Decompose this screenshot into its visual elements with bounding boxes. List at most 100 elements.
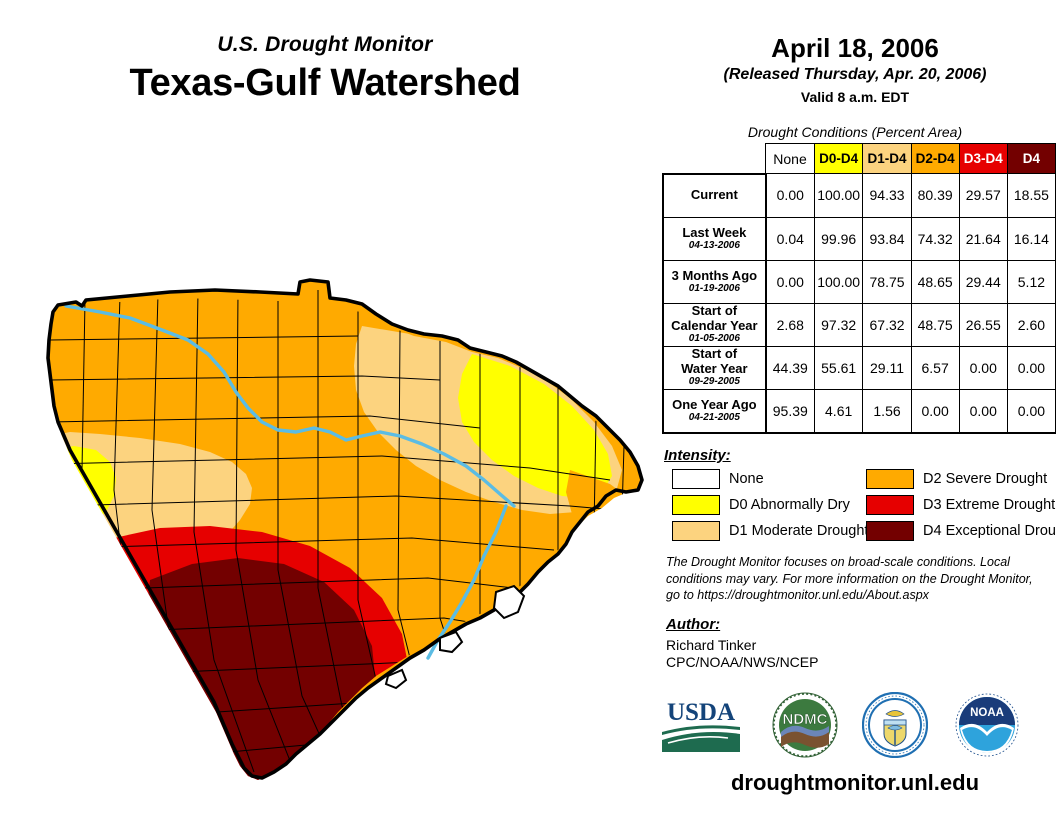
row-date: 04-21-2005 xyxy=(688,412,740,424)
row-label: Start of Calendar Year 01-05-2006 xyxy=(662,302,767,347)
corpus-bay xyxy=(384,668,408,690)
row-label: One Year Ago 04-21-2005 xyxy=(662,388,767,434)
partner-logos: USDA NDMC NOAA xyxy=(650,692,1050,762)
legend-item-d0: D0 Abnormally Dry xyxy=(672,495,850,515)
table-cell: 29.11 xyxy=(862,345,912,390)
row-label: Current xyxy=(662,172,767,218)
row-label: Start of Water Year 09-29-2005 xyxy=(662,345,767,390)
table-corner-cell xyxy=(663,144,766,174)
table-col-header-d4: D4 xyxy=(1006,143,1056,174)
legend-swatch-d4 xyxy=(866,521,914,541)
table-cell: 80.39 xyxy=(910,173,960,218)
table-cell: 2.60 xyxy=(1006,302,1056,347)
svg-text:USDA: USDA xyxy=(667,699,735,726)
table-cell: 0.04 xyxy=(765,216,815,261)
usda-logo: USDA xyxy=(662,699,740,752)
disclaimer-text: The Drought Monitor focuses on broad-sca… xyxy=(666,555,1033,603)
author-label: Author: xyxy=(666,616,721,633)
drought-conditions-table: None D0-D4 D1-D4 D2-D4 D3-D4 D4 Current 0.00 10… xyxy=(662,143,1056,434)
table-row: 3 Months Ago 01-19-2006 0.00 100.00 78.75 48.… xyxy=(662,259,1056,304)
table-col-header-d3-d4: D3-D4 xyxy=(958,143,1008,174)
legend-swatch-d2 xyxy=(866,469,914,489)
table-cell: 67.32 xyxy=(862,302,912,347)
table-row: Last Week 04-13-2006 0.04 99.96 93.84 74.32 21… xyxy=(662,216,1056,261)
watershed-outline xyxy=(46,278,644,780)
table-cell: 5.12 xyxy=(1006,259,1056,304)
author-name: Richard Tinker xyxy=(666,637,757,653)
noaa-commerce-seal xyxy=(862,692,928,758)
table-cell: 0.00 xyxy=(765,173,815,218)
table-cell: 100.00 xyxy=(813,173,864,218)
map-drought-regions xyxy=(48,280,642,780)
table-cell: 93.84 xyxy=(862,216,912,261)
table-cell: 74.32 xyxy=(910,216,960,261)
legend-label: D0 Abnormally Dry xyxy=(729,497,850,513)
table-cell: 48.65 xyxy=(910,259,960,304)
legend-item-d4: D4 Exceptional Drought xyxy=(866,521,1056,541)
table-row: Current 0.00 100.00 94.33 80.39 29.57 18.55 xyxy=(662,172,1056,218)
report-date: April 18, 2006 xyxy=(771,33,939,63)
row-label-line: 3 Months Ago xyxy=(671,267,758,283)
legend-label: None xyxy=(729,471,764,487)
row-label-line: Start of xyxy=(691,303,738,319)
table-col-header-d0-d4: D0-D4 xyxy=(813,143,864,174)
table-cell: 78.75 xyxy=(862,259,912,304)
row-label-line: Calendar Year xyxy=(671,317,758,333)
texas-gulf-watershed-drought-map xyxy=(46,278,644,780)
table-cell: 29.57 xyxy=(958,173,1008,218)
table-row: Start of Calendar Year 01-05-2006 2.68 97.32… xyxy=(662,302,1056,347)
region-d0-east xyxy=(458,354,612,498)
legend-swatch-d1 xyxy=(672,521,720,541)
table-cell: 1.56 xyxy=(862,388,912,434)
region-d3-east-pocket xyxy=(584,512,636,576)
galveston-bay xyxy=(492,584,526,620)
table-cell: 0.00 xyxy=(1006,345,1056,390)
table-row: One Year Ago 04-21-2005 95.39 4.61 1.56 0.00 0… xyxy=(662,388,1056,434)
map-coastal-bays xyxy=(384,584,526,690)
legend-title: Intensity: xyxy=(664,447,731,464)
ndmc-logo: NDMC xyxy=(772,692,838,758)
table-cell: 95.39 xyxy=(765,388,815,434)
table-cell: 99.96 xyxy=(813,216,864,261)
table-col-header-d2-d4: D2-D4 xyxy=(910,143,960,174)
legend-item-none: None xyxy=(672,469,764,489)
table-cell: 21.64 xyxy=(958,216,1008,261)
row-label-line: Start of xyxy=(691,346,738,362)
legend-label: D1 Moderate Drought xyxy=(729,523,869,539)
table-cell: 97.32 xyxy=(813,302,864,347)
row-label-line: Water Year xyxy=(681,360,748,376)
noaa-logo: NOAA xyxy=(955,693,1019,757)
legend-label: D4 Exceptional Drought xyxy=(923,523,1056,539)
release-date: (Released Thursday, Apr. 20, 2006) xyxy=(723,66,987,83)
matagorda-bay xyxy=(439,630,464,654)
table-cell: 18.55 xyxy=(1006,173,1056,218)
table-col-header-none: None xyxy=(765,143,815,174)
legend-swatch-none xyxy=(672,469,720,489)
legend-item-d3: D3 Extreme Drought xyxy=(866,495,1055,515)
row-date: 01-05-2006 xyxy=(688,333,740,345)
table-cell: 48.75 xyxy=(910,302,960,347)
row-label: 3 Months Ago 01-19-2006 xyxy=(662,259,767,304)
table-col-header-d1-d4: D1-D4 xyxy=(862,143,912,174)
table-cell: 4.61 xyxy=(813,388,864,434)
svg-text:NDMC: NDMC xyxy=(783,711,828,728)
row-label: Last Week 04-13-2006 xyxy=(662,216,767,261)
row-label-line: Current xyxy=(690,187,738,203)
row-date: 01-19-2006 xyxy=(688,283,740,295)
legend-swatch-d0 xyxy=(672,495,720,515)
table-cell: 26.55 xyxy=(958,302,1008,347)
canadian-river xyxy=(64,304,516,508)
page-subtitle: U.S. Drought Monitor xyxy=(217,33,433,56)
table-cell: 0.00 xyxy=(958,345,1008,390)
legend-swatch-d3 xyxy=(866,495,914,515)
legend-label: D2 Severe Drought xyxy=(923,471,1048,487)
table-cell: 94.33 xyxy=(862,173,912,218)
table-cell: 29.44 xyxy=(958,259,1008,304)
author-org: CPC/NOAA/NWS/NCEP xyxy=(666,654,819,670)
row-label-line: Last Week xyxy=(682,224,747,240)
table-cell: 0.00 xyxy=(765,259,815,304)
table-cell: 2.68 xyxy=(765,302,815,347)
table-row: Start of Water Year 09-29-2005 44.39 55.61 29… xyxy=(662,345,1056,390)
table-cell: 0.00 xyxy=(910,388,960,434)
row-date: 04-13-2006 xyxy=(688,240,740,252)
